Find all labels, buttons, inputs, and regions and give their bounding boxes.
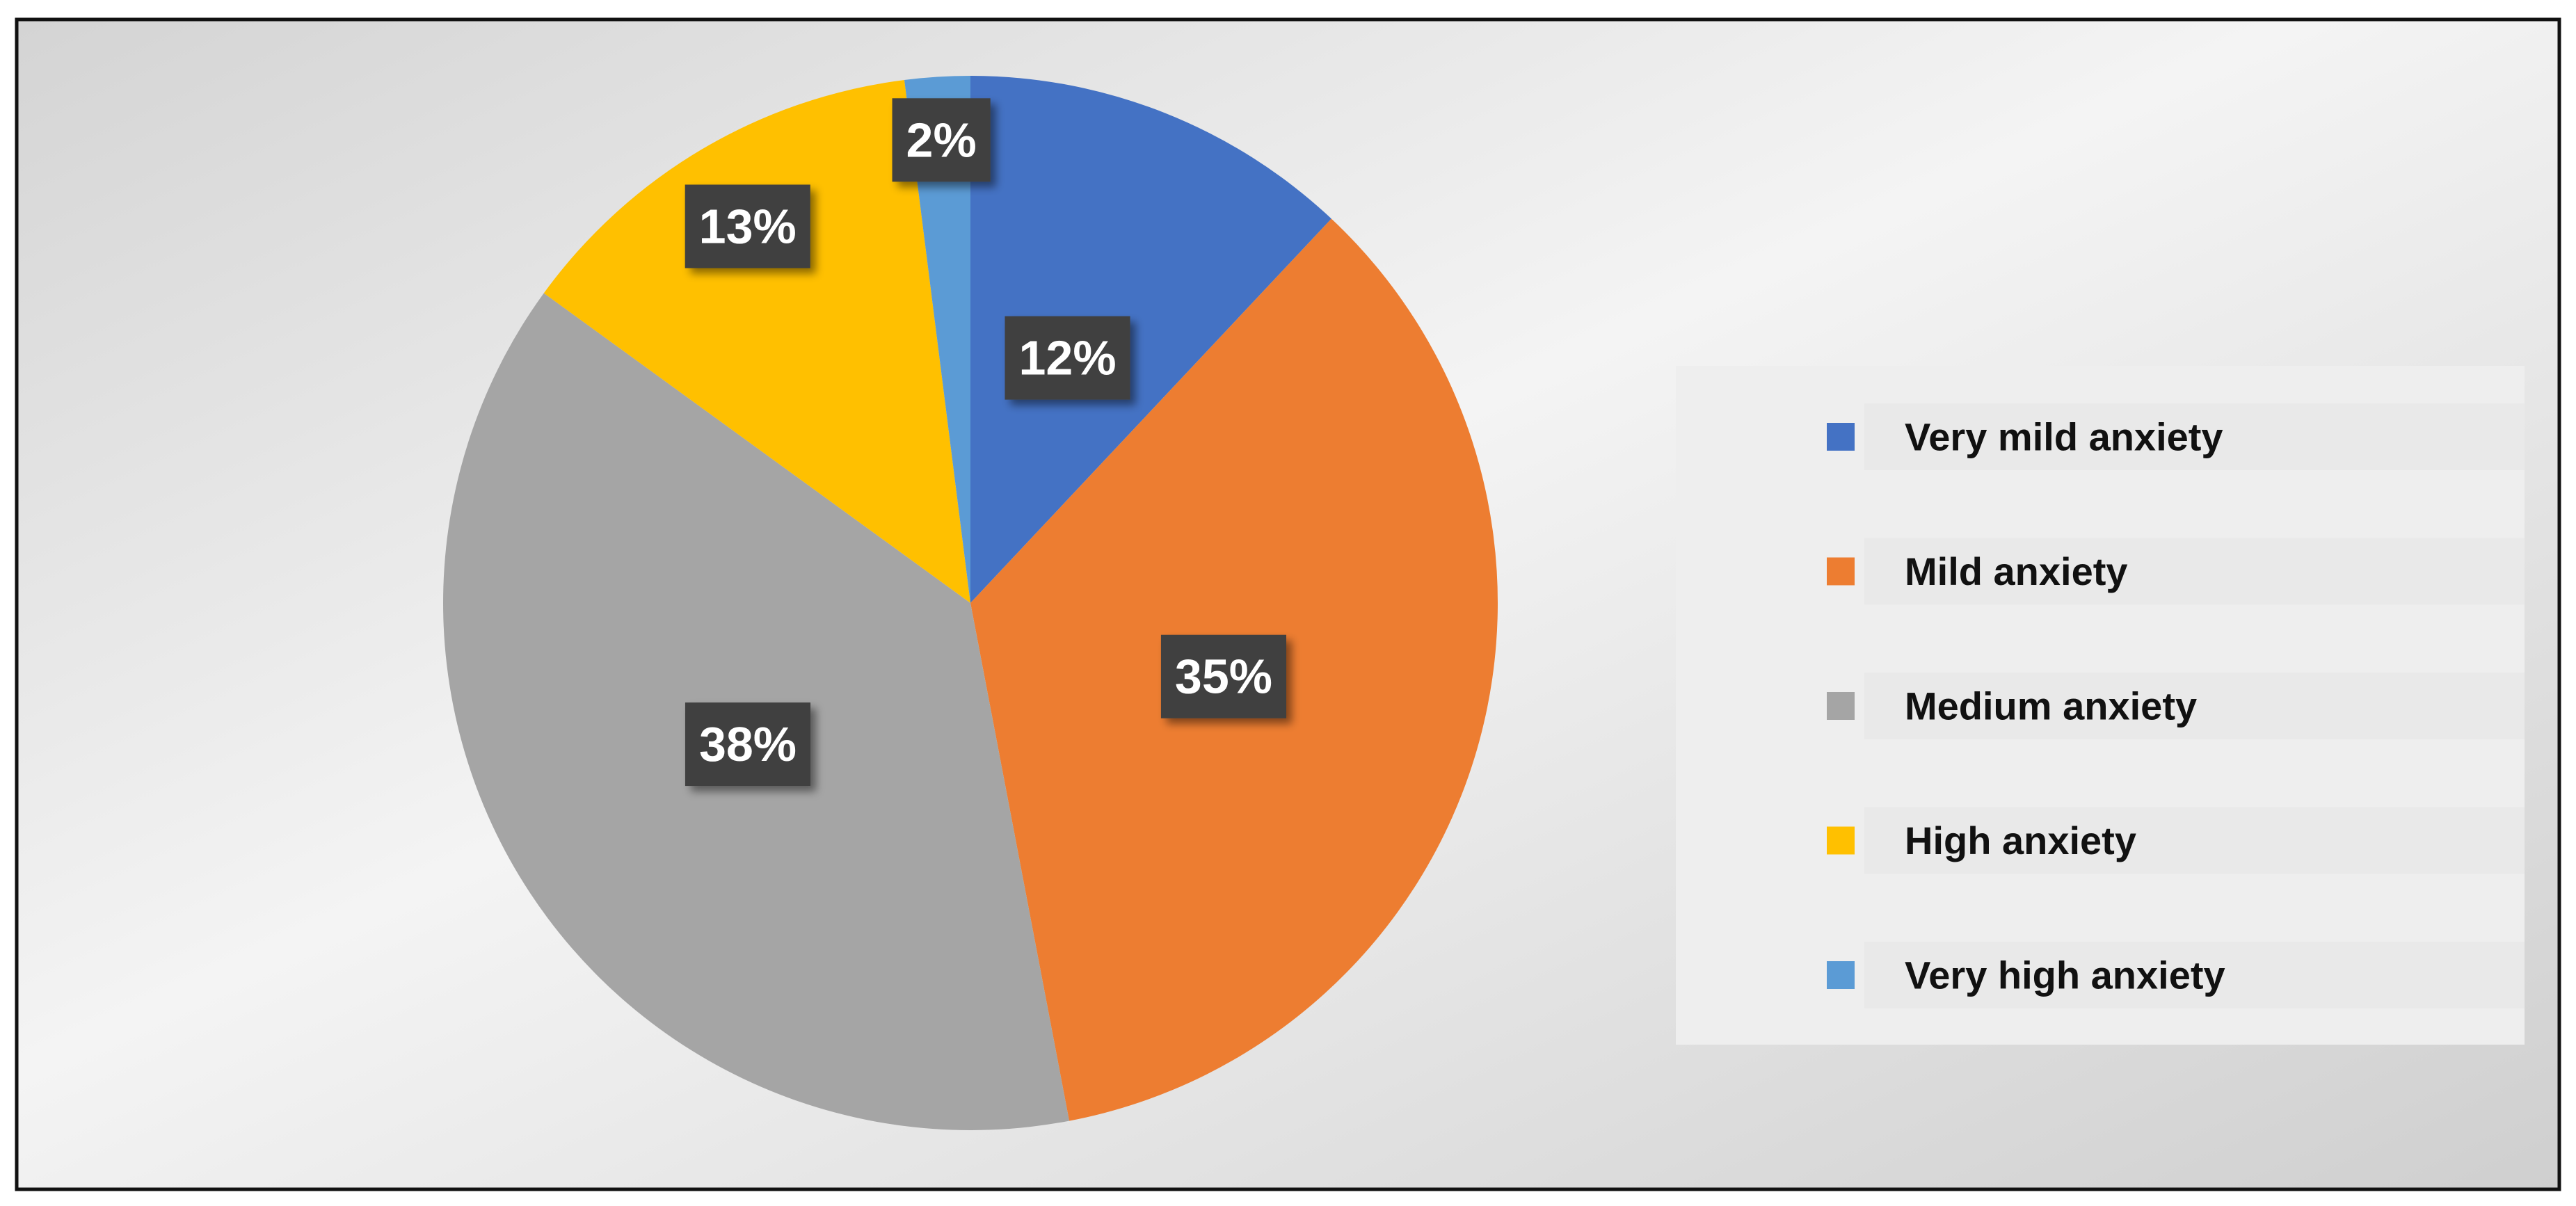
- data-label-box: [1005, 316, 1130, 400]
- data-labels: 12% 35% 38% 13% 2%: [685, 98, 1287, 787]
- legend-row: [1864, 403, 2525, 470]
- legend-label: Medium anxiety: [1905, 684, 2197, 728]
- legend-label: Mild anxiety: [1905, 549, 2128, 593]
- legend-marker: [1827, 692, 1855, 720]
- data-label: 12%: [1018, 331, 1116, 385]
- data-label: 2%: [906, 113, 977, 167]
- pie-slice: [543, 79, 970, 604]
- legend-row: [1864, 807, 2525, 874]
- data-label: 38%: [699, 717, 797, 771]
- pie-slice: [970, 76, 1331, 603]
- legend-label: High anxiety: [1905, 819, 2136, 862]
- legend-label: Very high anxiety: [1905, 954, 2225, 997]
- data-label: 13%: [699, 199, 797, 253]
- data-label-box: [1160, 634, 1287, 718]
- data-label: 35%: [1175, 650, 1272, 704]
- legend-row: [1864, 538, 2525, 605]
- data-label-box: [685, 184, 810, 268]
- legend-row: [1864, 942, 2525, 1008]
- legend-marker: [1827, 826, 1855, 855]
- legend-label: Very mild anxiety: [1905, 415, 2223, 459]
- data-label-box: [892, 98, 991, 182]
- legend-marker: [1827, 557, 1855, 586]
- pie: [443, 76, 1498, 1131]
- legend-row: [1864, 673, 2525, 739]
- data-label-box: [685, 702, 811, 787]
- pie-slice: [904, 76, 970, 603]
- legend: Very mild anxiety Mild anxiety Medium anxi…: [1827, 403, 2525, 1008]
- legend-marker: [1827, 423, 1855, 451]
- legend-marker: [1827, 961, 1855, 989]
